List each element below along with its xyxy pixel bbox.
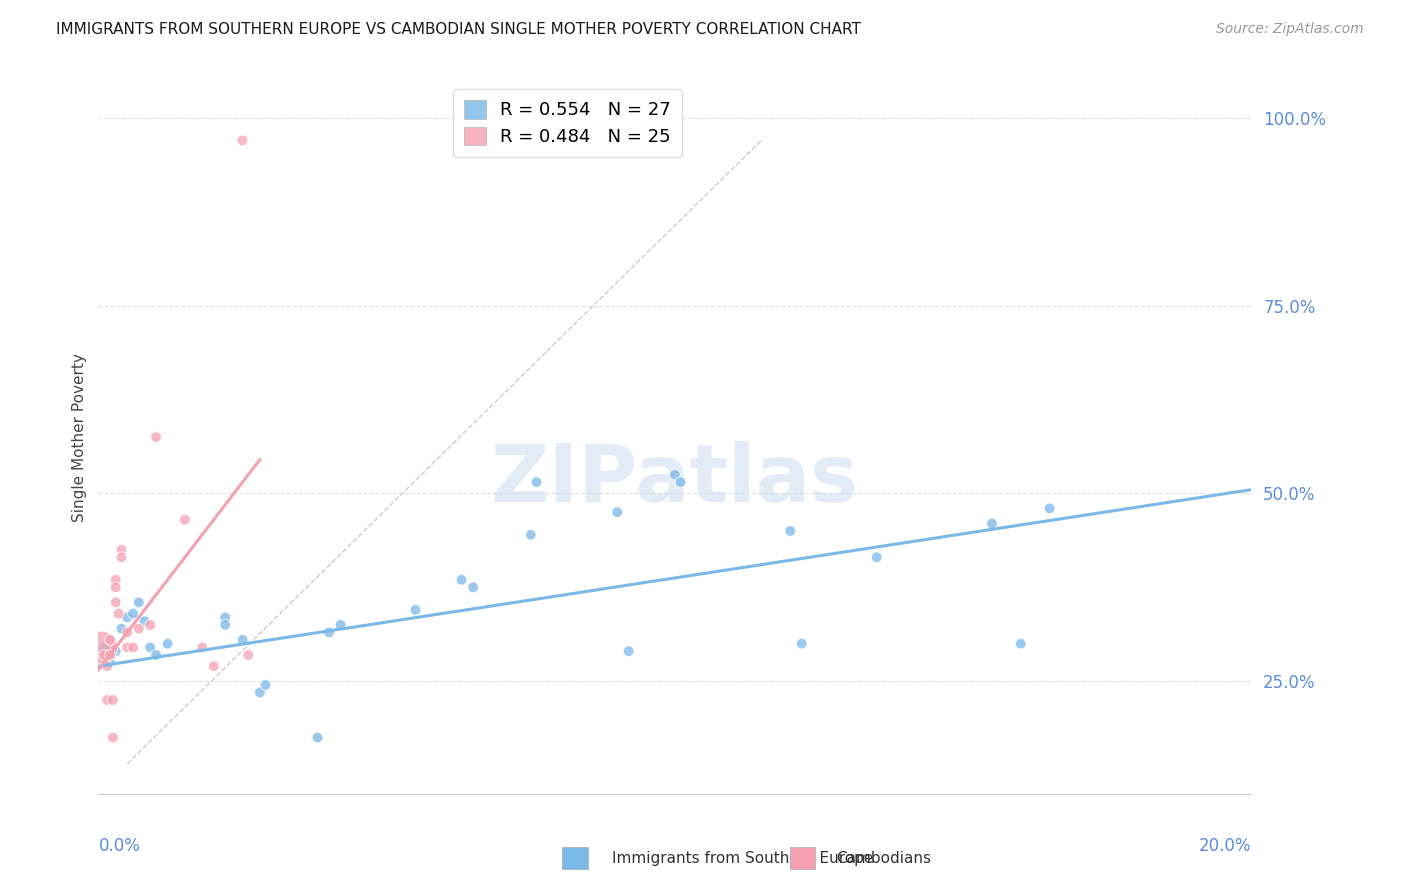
Point (450, 573, 472, 587)
Text: 0.0%: 0.0% (98, 837, 141, 855)
Point (249, 685, 271, 699)
Point (202, 659, 225, 673)
Point (90, 640, 112, 655)
Point (145, 648, 167, 662)
Point (110, 550, 132, 565)
Point (139, 618, 162, 632)
Point (117, 640, 139, 655)
Point (231, 632, 254, 647)
Point (96, 659, 118, 673)
Point (104, 573, 127, 587)
Point (329, 618, 352, 632)
Text: 20.0%: 20.0% (1199, 837, 1251, 855)
Point (156, 637, 179, 651)
Point (214, 618, 236, 632)
Point (101, 731, 124, 745)
Point (98, 648, 121, 662)
Point (866, 550, 889, 565)
Point (107, 607, 129, 621)
Point (110, 542, 132, 557)
Point (101, 693, 124, 707)
Text: Source: ZipAtlas.com: Source: ZipAtlas.com (1216, 22, 1364, 37)
Point (174, 513, 197, 527)
Point (134, 614, 156, 628)
Point (128, 595, 150, 609)
Point (93, 640, 115, 655)
Point (110, 622, 132, 636)
Point (405, 603, 427, 617)
Point (669, 475, 692, 490)
Legend: R = 0.554   N = 27, R = 0.484   N = 25: R = 0.554 N = 27, R = 0.484 N = 25 (453, 89, 682, 157)
Text: Immigrants from Southern Europe: Immigrants from Southern Europe (612, 851, 873, 865)
Point (520, 527, 543, 541)
Point (307, 731, 329, 745)
Point (606, 505, 628, 519)
Y-axis label: Single Mother Poverty: Single Mother Poverty (72, 352, 87, 522)
Point (145, 430, 167, 444)
Point (122, 607, 145, 621)
Point (122, 640, 145, 655)
Point (139, 640, 162, 655)
Point (117, 610, 139, 624)
Point (231, 133, 254, 147)
Point (238, 648, 260, 662)
Point (104, 595, 127, 609)
Point (98, 632, 121, 647)
Point (617, 644, 640, 658)
Text: ZIPatlas: ZIPatlas (491, 441, 859, 519)
Point (93, 648, 115, 662)
Text: IMMIGRANTS FROM SOUTHERN EUROPE VS CAMBODIAN SINGLE MOTHER POVERTY CORRELATION C: IMMIGRANTS FROM SOUTHERN EUROPE VS CAMBO… (56, 22, 860, 37)
Point (1038, 501, 1062, 516)
Point (664, 467, 686, 482)
Point (104, 580, 127, 594)
Point (461, 580, 484, 594)
Point (117, 625, 139, 640)
Point (128, 622, 150, 636)
Point (981, 516, 1004, 531)
Point (318, 625, 340, 640)
Point (98, 656, 121, 670)
Point (96, 693, 118, 707)
Point (254, 678, 277, 692)
Point (526, 475, 548, 490)
Point (1010, 637, 1032, 651)
Point (779, 524, 801, 538)
Point (214, 610, 236, 624)
Text: Cambodians: Cambodians (837, 851, 932, 865)
Point (790, 637, 813, 651)
Point (191, 640, 214, 655)
Point (104, 644, 127, 658)
